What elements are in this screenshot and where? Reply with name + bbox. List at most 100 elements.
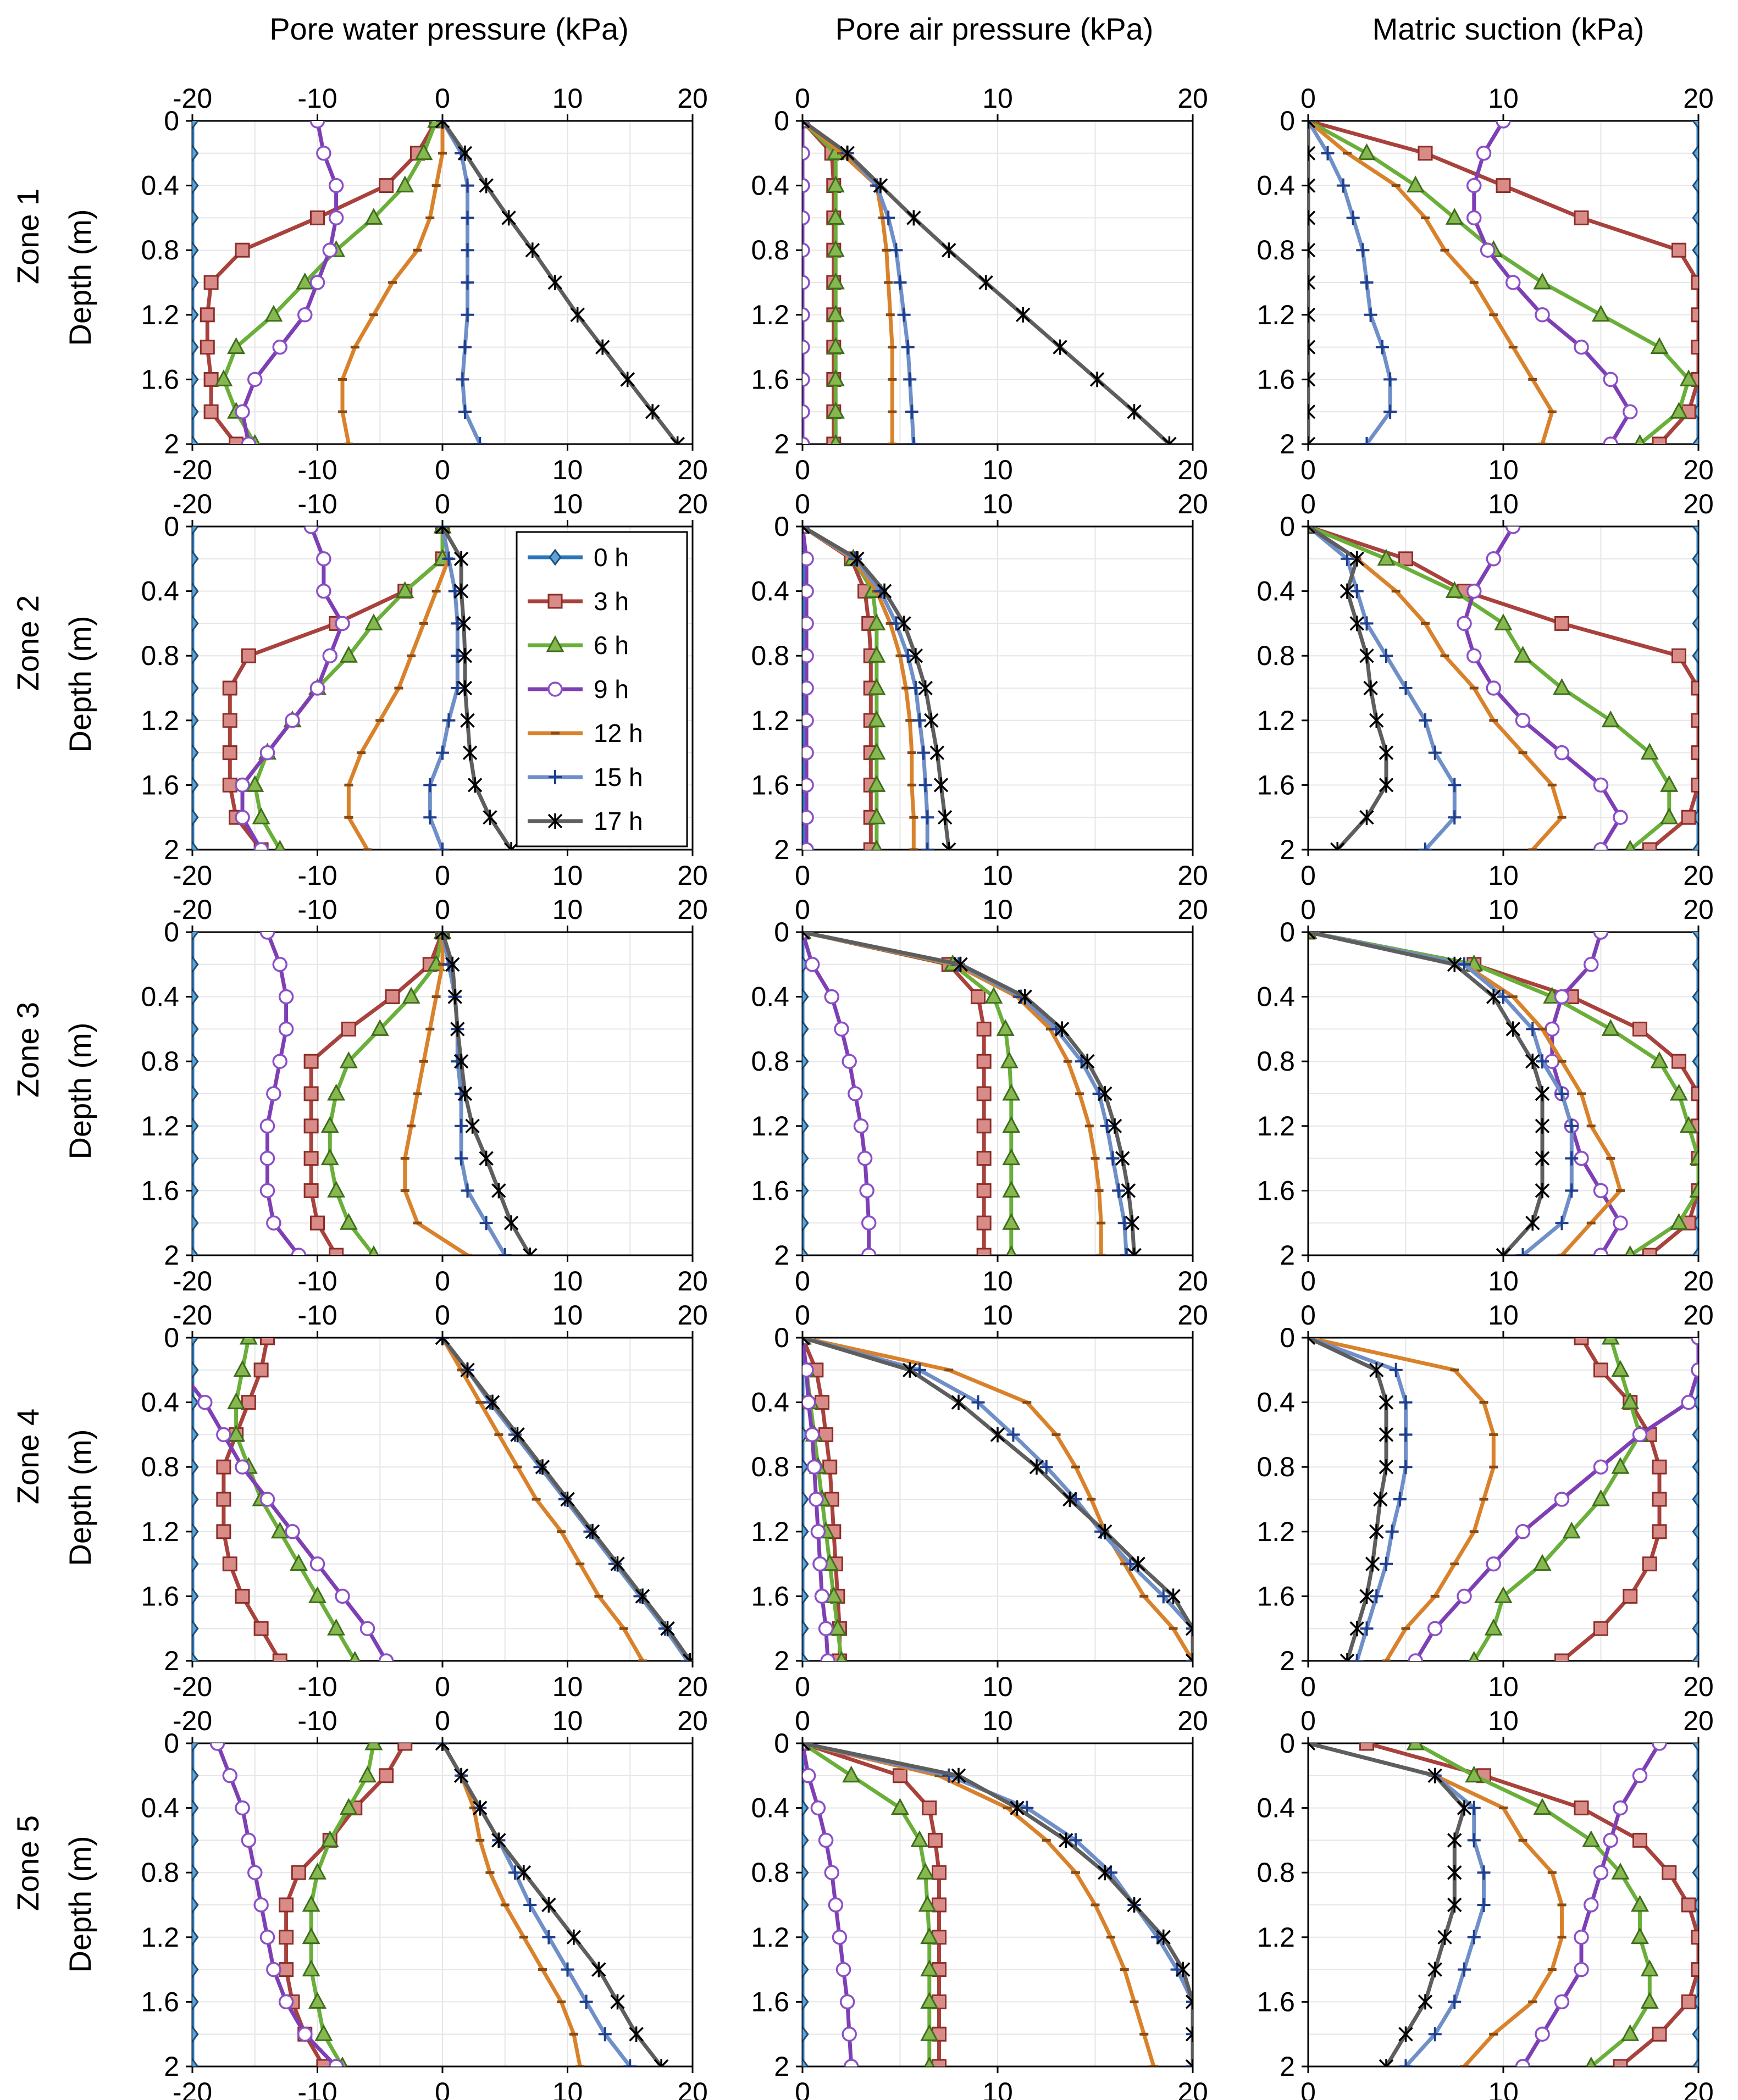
panel-zone3-ms-point-0-h bbox=[1692, 1052, 1698, 1070]
panel-zone5-ms-point-6-h bbox=[1640, 1992, 1659, 2009]
panel-zone1-pwp-point-3-h bbox=[310, 210, 325, 225]
panel-zone3-pap-point-3-h bbox=[976, 1118, 992, 1134]
panel-zone2-pwp-point-0-h bbox=[192, 808, 199, 826]
panel-zone3-pwp-series-9-h bbox=[259, 932, 307, 1255]
panel-zone3-pap-point-0-h bbox=[802, 1150, 809, 1167]
panel-zone5-ms-point-6-h bbox=[1585, 2056, 1597, 2066]
panel-zone4-pwp-point-6-h bbox=[270, 1521, 289, 1539]
panel-zone5-pwp-point-6-h bbox=[358, 1765, 377, 1783]
panel-zone4-pwp-ticks: -20 -20 -10 -10 0 0 10 10 20 20 0 0.4 0.8 1.2 1.6 2 bbox=[141, 1300, 707, 1702]
panel-zone1-ms-point-9-h bbox=[1505, 275, 1521, 290]
panel-zone5-ms-point-9-h bbox=[1652, 1743, 1667, 1751]
panel-zone4-pwp-point-9-h bbox=[359, 1621, 375, 1636]
panel-zone4-pwp-xtick-label-bottom: 0 bbox=[435, 1671, 450, 1702]
panel-zone4-pap-point-17-h bbox=[1131, 1556, 1145, 1572]
panel-zone1-ms-point-17-h bbox=[1308, 145, 1316, 161]
panel-zone1-pwp-point-17-h bbox=[645, 404, 660, 420]
panel-zone3-pwp-point-17-h bbox=[450, 1021, 465, 1037]
panel-zone1-ms-point-17-h bbox=[1308, 242, 1316, 258]
panel-zone3-ms-point-17-h bbox=[1447, 956, 1462, 972]
panel-zone3-pwp-point-6-h bbox=[320, 1116, 339, 1133]
panel-zone2-ms-xtick-label-bottom: 0 bbox=[1300, 860, 1316, 891]
panel-zone1-pap-ytick-label: 1.2 bbox=[751, 300, 789, 330]
panel-zone3-pap-ytick-label: 1.6 bbox=[751, 1175, 789, 1206]
panel-zone3-ms-point-17-h bbox=[1535, 1150, 1550, 1166]
panel-zone4-pwp-point-9-h bbox=[309, 1556, 325, 1572]
panel-zone1-pwp-point-17-h bbox=[435, 121, 450, 129]
panel-zone4-ms-point-17-h bbox=[1359, 1588, 1374, 1604]
legend-label-3-h: 3 h bbox=[594, 587, 629, 616]
panel-zone4-pwp-xtick-label-bottom: -10 bbox=[297, 1671, 337, 1702]
panel-zone1-pap-point-17-h bbox=[840, 145, 855, 161]
panel-zone5-pap-point-9-h bbox=[810, 1800, 826, 1816]
panel-zone4-pap-series-9-h bbox=[802, 1338, 835, 1661]
panel-zone2-pap-xtick-label-bottom: 10 bbox=[982, 860, 1013, 891]
panel-zone2-pap-xtick-label-top: 0 bbox=[795, 489, 810, 519]
panel-zone5-pwp-point-15-h bbox=[598, 2027, 612, 2042]
panel-zone1-pap-point-17-h bbox=[802, 121, 810, 129]
panel-zone3-pap-point-9-h bbox=[861, 1248, 877, 1255]
panel-zone3-pwp-series-17-h bbox=[435, 932, 538, 1255]
panel-zone4-pwp-point-17-h bbox=[683, 1653, 693, 1661]
panel-zone4-pap-grid bbox=[802, 1338, 1193, 1661]
panel-zone4-pwp-point-9-h bbox=[197, 1394, 213, 1410]
panel-zone1-pap-ytick-label: 0 bbox=[774, 106, 789, 136]
panel-zone5-ms-point-9-h bbox=[1603, 1832, 1618, 1848]
panel-zone2-pap-point-6-h bbox=[867, 613, 886, 630]
panel-zone4-pwp-point-17-h bbox=[610, 1556, 625, 1572]
panel-zone5-ms-point-0-h bbox=[1692, 1743, 1698, 1752]
panel-zone1-ms-point-0-h bbox=[1692, 121, 1698, 130]
panel-zone3-pwp-point-9-h bbox=[272, 957, 287, 972]
panel-zone5-ms-point-17-h bbox=[1308, 1743, 1316, 1751]
panel-zone2-pwp-point-3-h bbox=[222, 745, 237, 761]
panel-zone1-pap-point-9-h bbox=[802, 339, 810, 355]
panel-zone3-pwp-point-15-h bbox=[498, 1248, 512, 1255]
panel-zone4-pap-xtick-label-bottom: 10 bbox=[982, 1671, 1013, 1702]
panel-zone5-ms-point-3-h bbox=[1652, 2026, 1667, 2042]
panel-zone3-pap-point-17-h bbox=[1125, 1215, 1140, 1231]
panel-zone3-pwp-point-0-h bbox=[192, 1214, 199, 1232]
panel-zone4-ms-point-6-h bbox=[1601, 1338, 1620, 1345]
panel-zone3-pap-point-0-h bbox=[802, 1020, 809, 1038]
panel-zone2-pap-ytick-label: 1.2 bbox=[751, 705, 789, 736]
legend-marker-6-h bbox=[546, 635, 564, 652]
panel-zone2-pwp-point-9-h bbox=[335, 616, 350, 631]
legend-label-6-h: 6 h bbox=[594, 631, 629, 660]
panel-zone4-ms-point-3-h bbox=[1652, 1524, 1667, 1539]
panel-zone1-pwp-xtick-label-bottom: 20 bbox=[677, 455, 708, 485]
panel-zone4-ms-xtick-label-bottom: 10 bbox=[1488, 1671, 1519, 1702]
panel-zone1-ms-point-17-h bbox=[1308, 210, 1316, 226]
panel-zone3-pwp-point-3-h bbox=[385, 989, 400, 1005]
panel-zone4-ms-point-15-h bbox=[1399, 1395, 1413, 1410]
panel-zone4-ms-point-3-h bbox=[1623, 1588, 1638, 1604]
panel-zone3-ms-point-3-h bbox=[1632, 1021, 1647, 1037]
panel-zone1-ms-ytick-label: 1.6 bbox=[1257, 364, 1295, 395]
panel-zone4-pwp-point-0-h bbox=[192, 1490, 199, 1508]
panel-zone4-ms-point-15-h bbox=[1385, 1524, 1399, 1539]
panel-zone1-pwp-series-17-h bbox=[435, 121, 685, 444]
panel-zone2-pap-ytick-label: 0.4 bbox=[751, 576, 789, 607]
panel-zone1-pwp-xtick-label-top: 0 bbox=[435, 83, 450, 114]
panel-zone3-pap-point-3-h bbox=[976, 1248, 992, 1255]
panel-zone4-ms-point-0-h bbox=[1692, 1620, 1698, 1637]
panel-zone2-ms-point-3-h bbox=[1681, 810, 1696, 825]
panel-zone3-ms-grid bbox=[1308, 932, 1698, 1255]
panel-zone5-pwp-series-0-h bbox=[192, 1743, 199, 2066]
zone-label-1: Zone 1 bbox=[10, 189, 45, 284]
column-title-pwp: Pore water pressure (kPa) bbox=[269, 12, 629, 46]
panel-zone2-ms-point-6-h bbox=[1445, 581, 1464, 599]
panel-zone2-ms-point-17-h bbox=[1379, 777, 1394, 793]
panel-zone3-pwp-point-0-h bbox=[192, 932, 199, 941]
panel-zone1-ms-point-6-h bbox=[1533, 272, 1552, 290]
panel-zone4-pap-point-17-h bbox=[1185, 1621, 1193, 1637]
panel-zone2-pwp-point-3-h bbox=[222, 713, 237, 728]
panel-zone1-pwp-ytick-label: 0 bbox=[164, 106, 179, 136]
panel-zone1-pwp-point-0-h bbox=[192, 177, 199, 195]
panel-zone3-ms-point-3-h bbox=[1691, 1086, 1698, 1101]
panel-zone4-pwp-xtick-label-top: 0 bbox=[435, 1300, 450, 1331]
panel-zone2-pap-point-17-h bbox=[850, 551, 865, 567]
panel-zone4-ms-ytick-label: 0.4 bbox=[1257, 1387, 1295, 1418]
panel-zone5-ms-point-15-h bbox=[1467, 1833, 1481, 1848]
panel-zone1-pwp-point-15-h bbox=[458, 405, 472, 419]
